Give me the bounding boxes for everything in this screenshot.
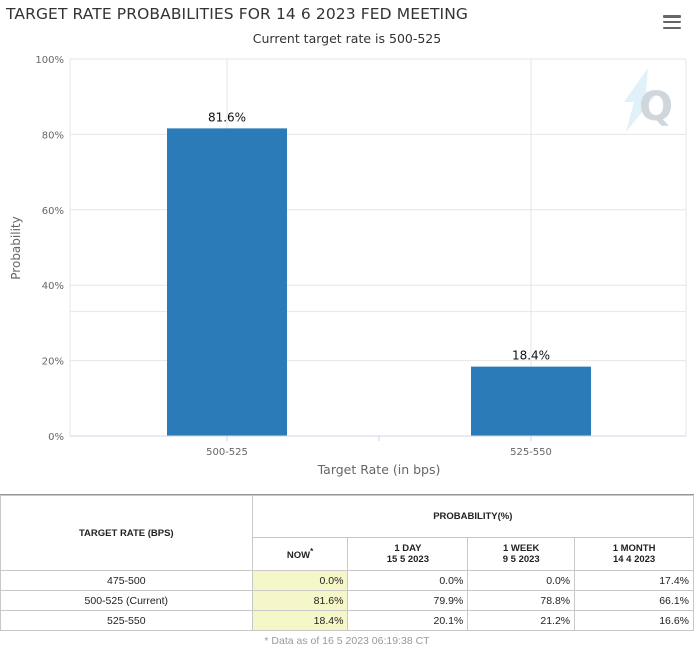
chart-subtitle: Current target rate is 500-525 [252, 31, 442, 46]
bar [471, 366, 591, 436]
week-cell: 21.2% [467, 610, 576, 631]
svg-text:Q: Q [639, 84, 673, 130]
q-logo-icon: Q [624, 68, 673, 132]
data-timestamp-footnote: * Data as of 16 5 2023 06:19:38 CT [264, 635, 430, 647]
bar-chart: Q 0% 20% 40% 60% 80% 100% 81.6% 500-525 18.4% 525… [9, 55, 687, 477]
y-tick-label: 40% [42, 281, 64, 292]
day-cell: 79.9% [347, 590, 469, 611]
probability-table-container: TARGET RATE (BPS) PROBABILITY(%) NOW* 1 … [0, 494, 694, 647]
y-tick-label: 100% [35, 55, 64, 66]
grid-lines [69, 58, 687, 441]
col-header-probability: PROBABILITY(%) [251, 495, 694, 538]
now-cell: 0.0% [251, 570, 349, 591]
col-header-1-week: 1 WEEK 9 5 2023 [467, 537, 576, 571]
day-cell: 20.1% [347, 610, 469, 631]
x-axis-title: Target Rate (in bps) [317, 462, 441, 477]
day-cell: 0.0% [347, 570, 469, 591]
rate-cell: 525-550 [0, 610, 253, 631]
week-cell: 78.8% [467, 590, 576, 611]
y-tick-label: 80% [42, 130, 64, 141]
y-axis-title: Probability [9, 216, 23, 279]
y-tick-label: 0% [48, 432, 64, 443]
col-header-now: NOW* [251, 537, 349, 571]
week-cell: 0.0% [467, 570, 576, 591]
bar [167, 128, 287, 437]
probability-table: TARGET RATE (BPS) PROBABILITY(%) NOW* 1 … [0, 495, 694, 631]
now-cell: 18.4% [251, 610, 349, 631]
hamburger-menu-icon[interactable] [663, 15, 681, 30]
table-row: 525-550 18.4% 20.1% 21.2% 16.6% [0, 610, 694, 631]
month-cell: 66.1% [574, 590, 694, 611]
table-row: 475-500 0.0% 0.0% 0.0% 17.4% [0, 570, 694, 591]
col-header-target-rate: TARGET RATE (BPS) [0, 495, 253, 571]
data-label: 81.6% [208, 110, 246, 124]
y-tick-label: 60% [42, 206, 64, 217]
month-cell: 16.6% [574, 610, 694, 631]
rate-cell: 475-500 [0, 570, 253, 591]
col-header-1-month: 1 MONTH 14 4 2023 [574, 537, 694, 571]
col-header-1-day: 1 DAY 15 5 2023 [347, 537, 469, 571]
table-row: 500-525 (Current) 81.6% 79.9% 78.8% 66.1… [0, 590, 694, 611]
y-tick-label: 20% [42, 357, 64, 368]
x-tick-label: 500-525 [206, 447, 248, 458]
now-cell: 81.6% [251, 590, 349, 611]
chart-title: TARGET RATE PROBABILITIES FOR 14 6 2023 … [6, 5, 469, 23]
data-label: 18.4% [512, 349, 550, 363]
rate-cell: 500-525 (Current) [0, 590, 253, 611]
x-tick-label: 525-550 [510, 447, 552, 458]
month-cell: 17.4% [574, 570, 694, 591]
